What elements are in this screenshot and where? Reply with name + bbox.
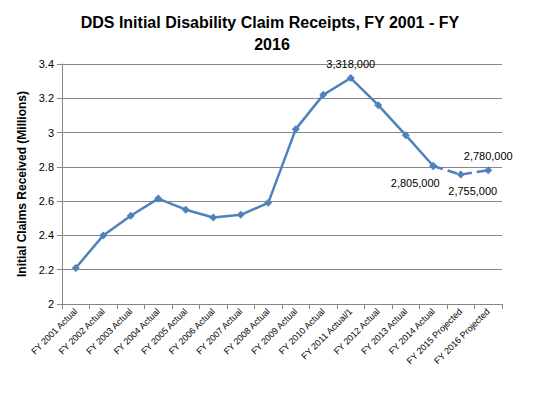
svg-text:FY 2016 Projected: FY 2016 Projected — [432, 306, 492, 366]
svg-text:FY 2011 Actual/1: FY 2011 Actual/1 — [299, 306, 355, 362]
svg-text:FY 2013 Actual: FY 2013 Actual — [359, 306, 409, 356]
svg-text:FY 2003 Actual: FY 2003 Actual — [84, 306, 134, 356]
svg-text:2.6: 2.6 — [39, 195, 54, 207]
svg-text:2,780,000: 2,780,000 — [464, 150, 513, 162]
svg-text:FY 2005 Actual: FY 2005 Actual — [139, 306, 189, 356]
svg-text:2.8: 2.8 — [39, 161, 54, 173]
svg-text:FY 2001 Actual: FY 2001 Actual — [29, 306, 79, 356]
svg-text:FY 2004 Actual: FY 2004 Actual — [112, 306, 162, 356]
svg-text:2016: 2016 — [254, 36, 290, 53]
svg-text:Initial Claims Received (Milli: Initial Claims Received (Millions) — [15, 91, 29, 277]
svg-text:FY 2015 Projected: FY 2015 Projected — [404, 306, 465, 366]
svg-text:FY 2007 Actual: FY 2007 Actual — [194, 306, 244, 356]
svg-text:FY 2010 Actual: FY 2010 Actual — [277, 306, 327, 356]
svg-text:FY 2006 Actual: FY 2006 Actual — [167, 306, 217, 356]
svg-text:2: 2 — [48, 298, 54, 310]
svg-text:FY 2008 Actual: FY 2008 Actual — [222, 306, 272, 356]
svg-text:FY 2012 Actual: FY 2012 Actual — [332, 306, 382, 356]
svg-text:3,318,000: 3,318,000 — [326, 58, 375, 70]
svg-text:3: 3 — [48, 127, 54, 139]
svg-text:FY 2009 Actual: FY 2009 Actual — [249, 306, 299, 356]
svg-text:2.2: 2.2 — [39, 264, 54, 276]
svg-text:3.4: 3.4 — [39, 58, 54, 70]
svg-text:3.2: 3.2 — [39, 92, 54, 104]
svg-text:2.4: 2.4 — [39, 229, 54, 241]
svg-text:DDS Initial Disability Claim R: DDS Initial Disability Claim Receipts, F… — [81, 14, 464, 31]
svg-text:2,805,000: 2,805,000 — [391, 177, 440, 189]
svg-text:FY 2014 Actual: FY 2014 Actual — [387, 306, 437, 356]
svg-text:FY 2002 Actual: FY 2002 Actual — [57, 306, 107, 356]
svg-text:2,755,000: 2,755,000 — [448, 185, 497, 197]
